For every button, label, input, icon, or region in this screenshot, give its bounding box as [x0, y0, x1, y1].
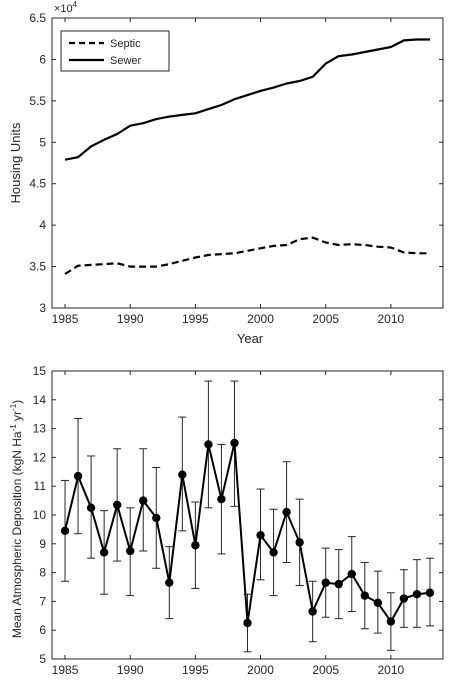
housing-series	[64, 38, 430, 275]
housing-y-tick-label: 6.5	[29, 11, 46, 25]
deposition-x-tick-label: 2000	[247, 663, 274, 677]
data-point	[126, 546, 135, 556]
data-point	[347, 569, 356, 579]
deposition-y-tick-label: 10	[33, 508, 47, 522]
housing-y-tick-label: 3.5	[29, 260, 46, 274]
data-point	[217, 494, 226, 504]
deposition-chart: 5 6 7 8 9 10 11 12 13 14 15 1985 1990 1995 2000 2005 20…	[9, 364, 444, 677]
data-point	[399, 594, 409, 603]
housing-x-ticks: 1985 1990 1995 2000 2005 2010	[52, 18, 405, 326]
data-point	[321, 578, 330, 587]
data-point	[99, 548, 109, 557]
data-point	[230, 438, 239, 448]
data-point	[334, 579, 343, 589]
housing-x-tick-label: 2000	[247, 312, 274, 326]
housing-y-axis-label: Housing Units	[8, 122, 23, 203]
data-point	[178, 470, 187, 479]
deposition-y-tick-label: 6	[39, 623, 46, 637]
deposition-y-tick-label: 7	[39, 594, 46, 608]
deposition-y-ticks: 5 6 7 8 9 10 11 12 13 14 15	[33, 364, 443, 666]
y-exponent-label: ×104	[54, 0, 78, 15]
deposition-y-tick-label: 9	[39, 537, 46, 551]
housing-y-tick-label: 4	[39, 218, 46, 232]
housing-y-tick-label: 3	[39, 301, 46, 315]
data-point	[112, 500, 122, 510]
data-point	[60, 526, 70, 536]
data-point	[360, 591, 369, 600]
data-point	[165, 578, 174, 587]
deposition-y-tick-label: 15	[33, 364, 47, 378]
deposition-points	[60, 438, 435, 628]
deposition-x-tick-label: 1995	[182, 663, 209, 677]
housing-x-tick-label: 1990	[117, 312, 144, 326]
deposition-y-tick-label: 11	[34, 479, 47, 493]
series-line-sewer	[64, 38, 430, 161]
deposition-x-ticks: 1985 1990 1995 2000 2005 2010	[52, 371, 405, 677]
housing-x-tick-label: 1985	[52, 312, 79, 326]
housing-y-tick-label: 5.5	[29, 94, 46, 108]
data-point	[373, 598, 383, 608]
data-point	[386, 617, 396, 626]
deposition-x-tick-label: 2010	[378, 663, 405, 677]
housing-x-tick-label: 2005	[312, 312, 339, 326]
deposition-x-tick-label: 2005	[312, 663, 339, 677]
housing-y-tick-label: 4.5	[29, 177, 46, 191]
deposition-y-tick-label: 14	[33, 393, 47, 407]
housing-legend: Septic Sewer	[60, 30, 170, 72]
housing-y-tick-label: 5	[39, 135, 46, 149]
data-point	[86, 503, 96, 512]
data-point	[139, 496, 148, 505]
legend-box	[60, 30, 170, 72]
deposition-y-axis-label: Mean Atmospheric Deposition (kgN Ha-1 yr…	[9, 400, 24, 638]
legend-label-septic: Septic	[110, 38, 141, 50]
data-point	[243, 618, 252, 628]
housing-units-chart: 3 3.5 4 4.5 5 5.5 6 6.5 1985 1990 1995 2000 2005 201…	[8, 0, 444, 346]
deposition-x-tick-label: 1985	[52, 663, 79, 677]
housing-y-ticks: 3 3.5 4 4.5 5 5.5 6 6.5	[29, 11, 443, 315]
housing-x-tick-label: 1995	[182, 312, 209, 326]
data-point	[191, 541, 200, 550]
deposition-x-tick-label: 1990	[117, 663, 144, 677]
housing-y-tick-label: 6	[39, 52, 46, 66]
data-point	[308, 607, 317, 616]
data-point	[282, 507, 291, 517]
deposition-y-tick-label: 8	[39, 566, 46, 580]
housing-x-tick-label: 2010	[378, 312, 405, 326]
deposition-y-tick-label: 5	[39, 652, 46, 666]
deposition-y-tick-label: 12	[33, 450, 47, 464]
data-point	[256, 530, 265, 540]
series-line-septic	[64, 236, 430, 275]
data-point	[269, 548, 278, 557]
data-point	[295, 538, 304, 547]
data-point	[412, 590, 422, 599]
data-point	[152, 513, 161, 523]
data-point	[204, 440, 213, 449]
housing-x-axis-label: Year	[237, 331, 264, 346]
data-point	[425, 588, 435, 597]
data-point	[73, 471, 83, 481]
legend-label-sewer: Sewer	[110, 55, 142, 67]
deposition-y-tick-label: 13	[33, 422, 47, 436]
